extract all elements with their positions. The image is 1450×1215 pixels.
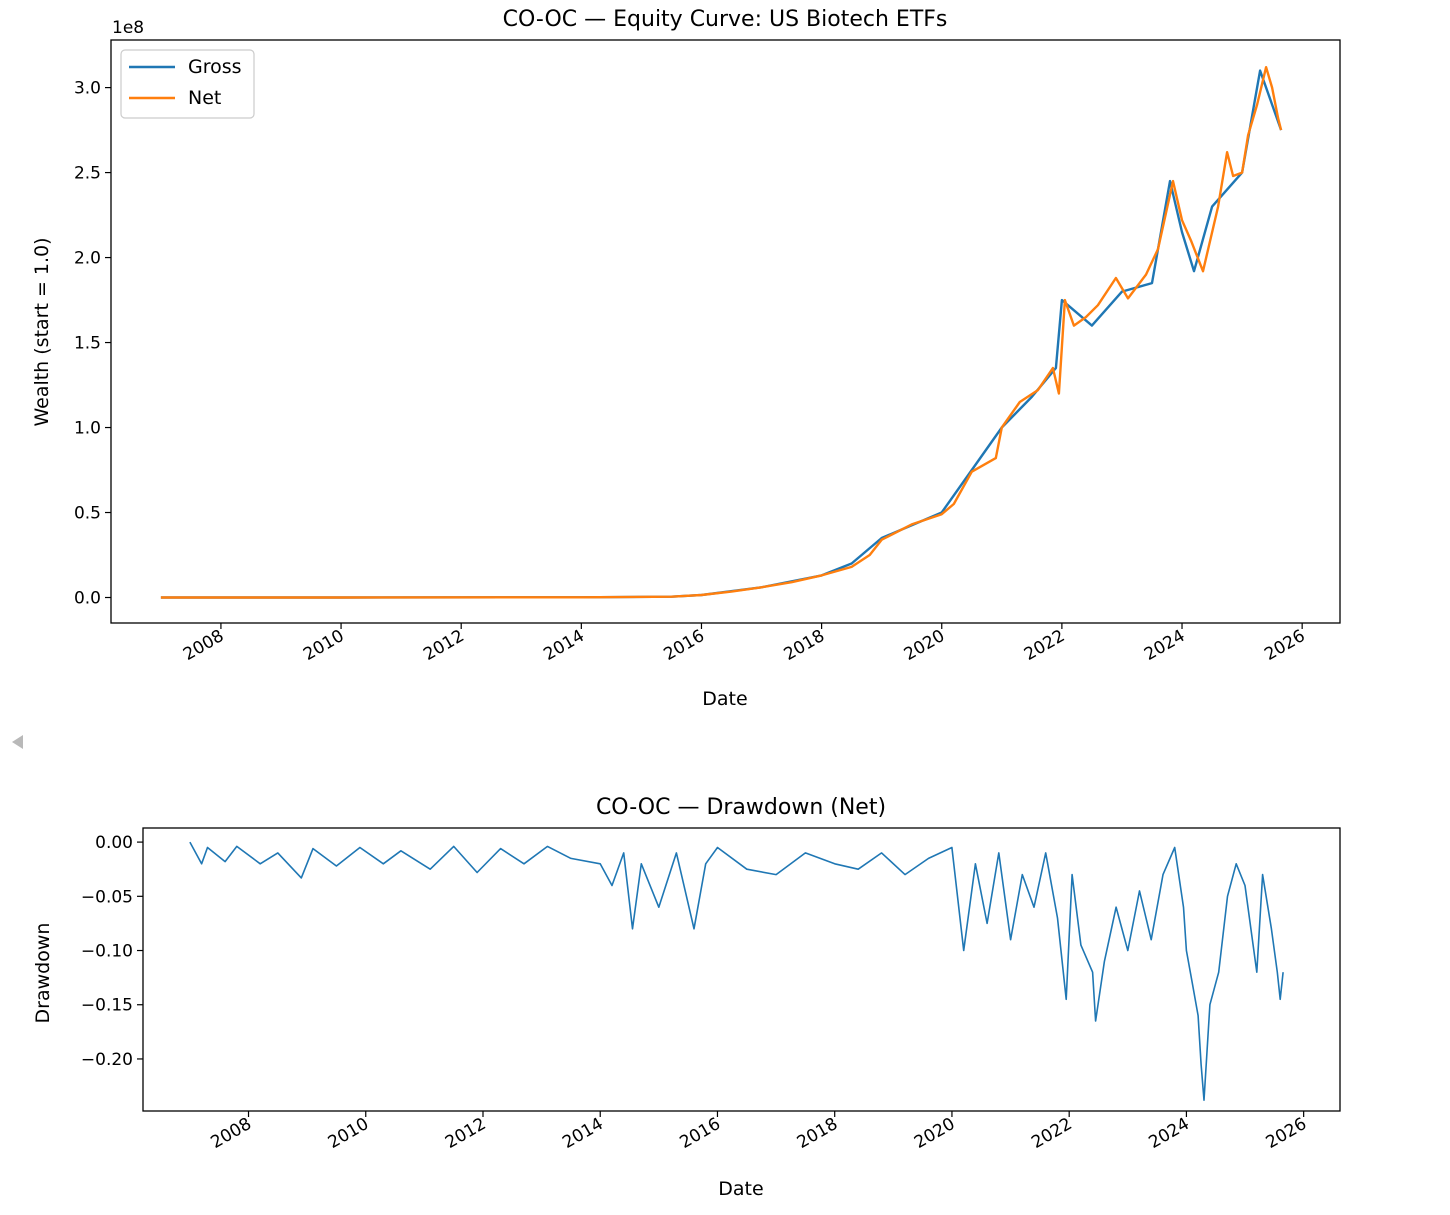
drawdown-x-tick-label: 2022 bbox=[1028, 1114, 1075, 1153]
equity-x-tick-label: 2010 bbox=[300, 626, 347, 665]
equity-x-tick-label: 2026 bbox=[1261, 626, 1308, 665]
equity-x-tick-label: 2024 bbox=[1141, 626, 1188, 665]
equity-x-tick-label: 2016 bbox=[661, 626, 708, 665]
drawdown-x-tick-label: 2010 bbox=[325, 1114, 372, 1153]
equity-chart: 2008 2010 2012 2014 2016 2018 2020 2022 2024 2026… bbox=[74, 39, 1341, 665]
drawdown-y-tick-label: 0.00 bbox=[95, 833, 133, 853]
drawdown-y-tick-label: −0.05 bbox=[81, 887, 133, 907]
legend-label-net: Net bbox=[188, 87, 221, 109]
equity-y-tick-label: 0.5 bbox=[74, 504, 101, 524]
chevron-left-icon[interactable] bbox=[12, 735, 23, 749]
equity-legend: Gross Net bbox=[120, 49, 255, 119]
equity-chart-title: CO-OC — Equity Curve: US Biotech ETFs bbox=[503, 7, 948, 32]
drawdown-chart: 2008 2010 2012 2014 2016 2018 2020 2022 2024 2026… bbox=[81, 827, 1341, 1153]
drawdown-x-tick-label: 2014 bbox=[559, 1114, 606, 1153]
equity-y-axis-label: Wealth (start = 1.0) bbox=[31, 237, 53, 426]
drawdown-y-tick-label: −0.15 bbox=[81, 996, 133, 1016]
drawdown-x-tick-label: 2012 bbox=[442, 1114, 489, 1153]
equity-y-tick-label: 2.5 bbox=[74, 164, 101, 184]
drawdown-x-tick-label: 2008 bbox=[208, 1114, 255, 1153]
equity-series-line-net bbox=[160, 65, 1283, 599]
equity-series-line-gross bbox=[160, 69, 1283, 599]
drawdown-x-axis-label: Date bbox=[718, 1178, 763, 1200]
equity-y-tick-label: 0.0 bbox=[74, 589, 101, 609]
equity-y-tick-label: 1.0 bbox=[74, 419, 101, 439]
drawdown-series-line-net bbox=[189, 841, 1284, 1101]
drawdown-y-axis-label: Drawdown bbox=[32, 923, 54, 1024]
equity-x-tick-label: 2022 bbox=[1021, 626, 1068, 665]
drawdown-y-tick-label: −0.10 bbox=[81, 942, 133, 962]
equity-y-offset-label: 1e8 bbox=[112, 18, 144, 38]
equity-y-tick-label: 2.0 bbox=[74, 249, 101, 269]
drawdown-axes-frame bbox=[142, 827, 1341, 1112]
drawdown-x-tick-label: 2026 bbox=[1263, 1114, 1310, 1153]
equity-y-tick-label: 3.0 bbox=[74, 79, 101, 99]
drawdown-x-tick-label: 2018 bbox=[794, 1114, 841, 1153]
equity-axes-frame bbox=[110, 39, 1341, 624]
equity-x-tick-label: 2008 bbox=[180, 626, 227, 665]
equity-x-tick-label: 2014 bbox=[540, 626, 587, 665]
equity-x-axis-label: Date bbox=[702, 688, 747, 710]
drawdown-x-tick-label: 2020 bbox=[911, 1114, 958, 1153]
equity-x-tick-label: 2012 bbox=[420, 626, 467, 665]
drawdown-x-tick-label: 2016 bbox=[676, 1114, 723, 1153]
equity-x-tick-label: 2020 bbox=[901, 626, 948, 665]
drawdown-y-tick-label: −0.20 bbox=[81, 1050, 133, 1070]
equity-x-tick-label: 2018 bbox=[781, 626, 828, 665]
drawdown-chart-title: CO-OC — Drawdown (Net) bbox=[596, 795, 886, 820]
legend-label-gross: Gross bbox=[188, 56, 242, 78]
drawdown-x-tick-label: 2024 bbox=[1145, 1114, 1192, 1153]
equity-y-tick-label: 1.5 bbox=[74, 334, 101, 354]
